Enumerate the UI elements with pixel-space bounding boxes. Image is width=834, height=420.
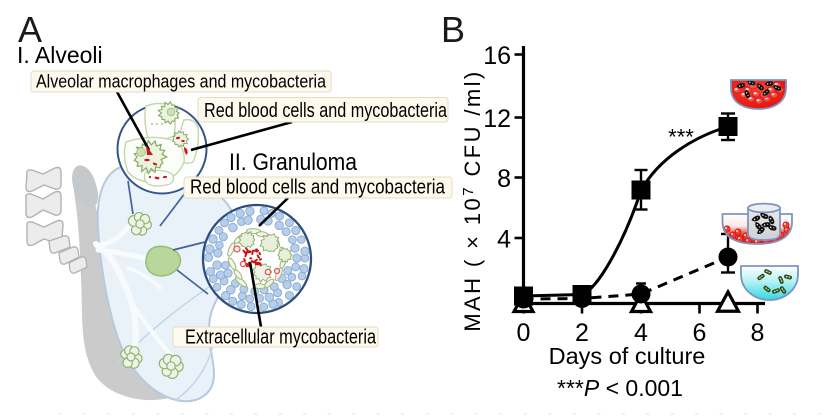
svg-text:Red blood cells and mycobacter: Red blood cells and mycobacteria bbox=[190, 177, 446, 199]
svg-text:Red blood cells and mycobacter: Red blood cells and mycobacteria bbox=[204, 100, 448, 122]
svg-text:4: 4 bbox=[497, 226, 511, 254]
svg-text:8: 8 bbox=[751, 319, 765, 347]
svg-text:6: 6 bbox=[693, 319, 707, 347]
svg-text:II. Granuloma: II. Granuloma bbox=[229, 149, 358, 176]
svg-text:8: 8 bbox=[497, 165, 511, 193]
svg-text:Extracellular mycobacteria: Extracellular mycobacteria bbox=[185, 327, 377, 349]
svg-text:4: 4 bbox=[634, 319, 648, 347]
svg-text:***: *** bbox=[668, 125, 694, 150]
svg-text:B: B bbox=[441, 9, 465, 50]
svg-text:0: 0 bbox=[517, 319, 531, 347]
svg-text:2: 2 bbox=[575, 319, 589, 347]
svg-text:***P < 0.001: ***P < 0.001 bbox=[557, 375, 683, 401]
svg-text:A: A bbox=[18, 9, 42, 50]
svg-text:I. Alveoli: I. Alveoli bbox=[17, 42, 103, 68]
svg-text:Alveolar macrophages and mycob: Alveolar macrophages and mycobacteria bbox=[36, 72, 327, 92]
svg-text:MAH ( × 107 CFU /ml): MAH ( × 107 CFU /ml) bbox=[460, 69, 485, 331]
svg-text:16: 16 bbox=[483, 42, 511, 70]
svg-text:12: 12 bbox=[483, 105, 511, 133]
svg-text:Days of culture: Days of culture bbox=[549, 343, 706, 369]
